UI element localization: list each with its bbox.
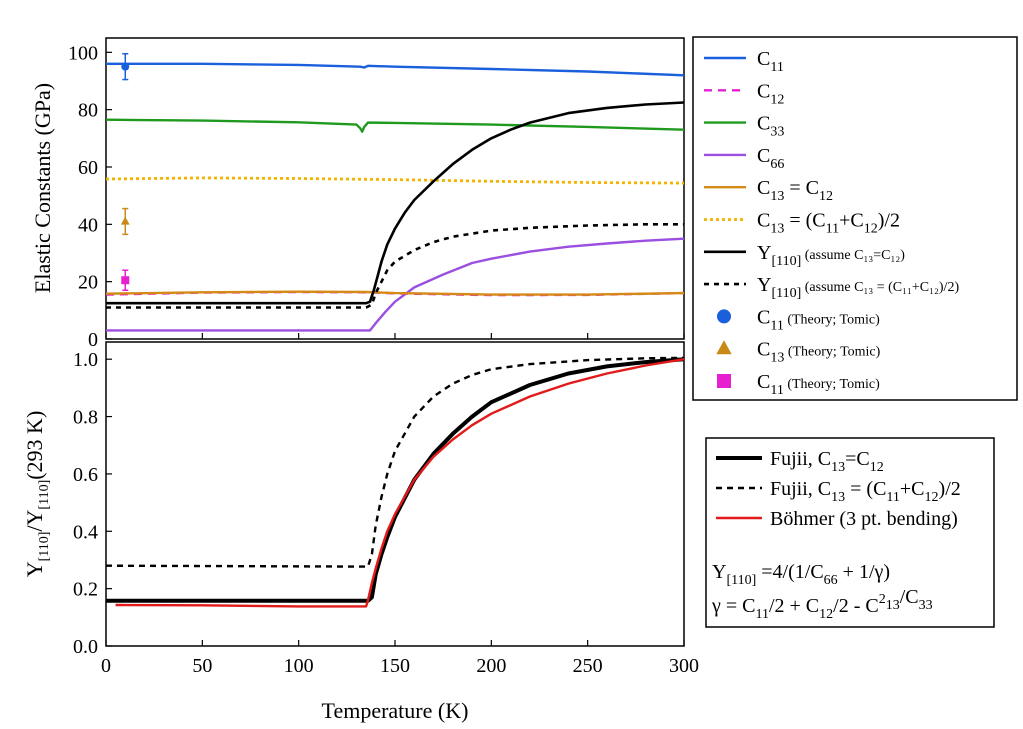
x-axis-label: Temperature (K)	[322, 698, 469, 723]
top-y-tick-label: 60	[78, 157, 98, 179]
bottom-y-tick-label: 0.8	[73, 407, 98, 429]
top-y-tick-label: 100	[68, 42, 98, 64]
legend-label-c13avg: C13 = (C11+C12)/2	[757, 210, 900, 237]
top-series-y110b	[106, 223, 684, 309]
legend-marker-theory-c11-square	[717, 374, 731, 388]
x-tick-label: 150	[380, 655, 410, 677]
top-series-c13avg	[105, 176, 685, 185]
x-tick-label: 250	[573, 655, 603, 677]
top-y-ticks: 0 20 40 60 80 100	[68, 42, 112, 351]
bottom-series-fujii-eq	[106, 357, 685, 603]
legend-label-fujii-avg: Fujii, C13 = (C11+C12)/2	[770, 478, 961, 505]
x-tick-label: 100	[284, 655, 314, 677]
top-series-c66	[106, 237, 685, 332]
legend-label-c11: C11	[757, 48, 784, 75]
legend-label-c33: C33	[757, 113, 784, 140]
marker-theory-c11-square	[121, 276, 130, 285]
top-y-tick-label: 40	[78, 214, 98, 236]
top-series-c13eq	[105, 290, 685, 296]
bottom-series-fujii-avg	[105, 356, 685, 568]
legend-bottom-frame	[705, 437, 995, 628]
legend-bottom: Fujii, C13=C12 Fujii, C13 = (C11+C12)/2 Bö…	[705, 437, 995, 628]
top-y-tick-label: 20	[78, 272, 98, 294]
top-series-y110a	[106, 101, 685, 305]
bottom-y-tick-label: 1.0	[73, 349, 98, 371]
x-tick-label: 200	[476, 655, 506, 677]
top-y-axis-label: Elastic Constants (GPa)	[30, 83, 55, 293]
top-y-tick-label: 0	[88, 329, 98, 351]
x-tick-label: 0	[101, 655, 111, 677]
top-panel: 0 20 40 60 80 100 Elastic Constants (GPa)	[30, 37, 685, 351]
top-series-c33	[105, 118, 685, 133]
legend-label-theory-c13: C13 (Theory; Tomic)	[757, 339, 881, 366]
legend-marker-theory-c13	[716, 340, 732, 355]
legend-label-y110a: Y[110] (assume C₁₃=C₁₂)	[757, 242, 905, 269]
legend-top: C11 C12 C33 C66 C13 = C12 C13 = (C11+C12)/2 Y[…	[692, 36, 1018, 401]
formula-y110: Y[110] =4/(1/C66 + 1/γ)	[712, 561, 890, 588]
legend-top-frame	[692, 36, 1018, 401]
x-tick-label: 300	[669, 655, 699, 677]
bottom-y-axis-label: Y[110]/Y[110](293 K)	[22, 411, 52, 578]
legend-label-bohmer: Böhmer (3 pt. bending)	[770, 508, 958, 530]
bottom-y-tick-label: 0.2	[73, 579, 98, 601]
bottom-y-ticks: 0.0 0.2 0.4 0.6 0.8 1.0	[73, 349, 112, 658]
bottom-series-group	[105, 356, 685, 608]
legend-label-fujii-eq: Fujii, C13=C12	[770, 448, 884, 475]
bottom-y-tick-label: 0.4	[73, 521, 98, 543]
legend-marker-theory-c11	[717, 309, 731, 324]
legend-label-c66: C66	[757, 145, 784, 172]
top-y-tick-label: 80	[78, 100, 98, 122]
top-markers-group	[120, 53, 130, 292]
bottom-x-ticks: 0 50 100 150 200 250 300	[101, 333, 699, 677]
bottom-series-bohmer	[115, 358, 685, 608]
formula-gamma: γ = C11/2 + C12/2 - C213/C33	[711, 586, 933, 622]
legend-label-c13eq: C13 = C12	[757, 177, 833, 204]
top-series-group	[105, 62, 685, 332]
legend-label-theory-c11-square: C11 (Theory; Tomic)	[757, 371, 880, 398]
bottom-y-tick-label: 0.6	[73, 464, 98, 486]
bottom-panel: 0.0 0.2 0.4 0.6 0.8 1.0 0 50 100 150 200 250 300 Y[…	[22, 333, 699, 723]
legend-label-c12: C12	[757, 80, 784, 107]
marker-theory-c11	[121, 62, 130, 71]
top-series-c11	[106, 62, 685, 77]
x-tick-label: 50	[192, 655, 212, 677]
marker-theory-c13	[120, 216, 130, 225]
legend-label-y110b: Y[110] (assume C₁₃ = (C₁₁+C₁₂)/2)	[757, 274, 959, 301]
legend-label-theory-c11: C11 (Theory; Tomic)	[757, 306, 880, 333]
bottom-y-tick-label: 0.0	[73, 636, 98, 658]
